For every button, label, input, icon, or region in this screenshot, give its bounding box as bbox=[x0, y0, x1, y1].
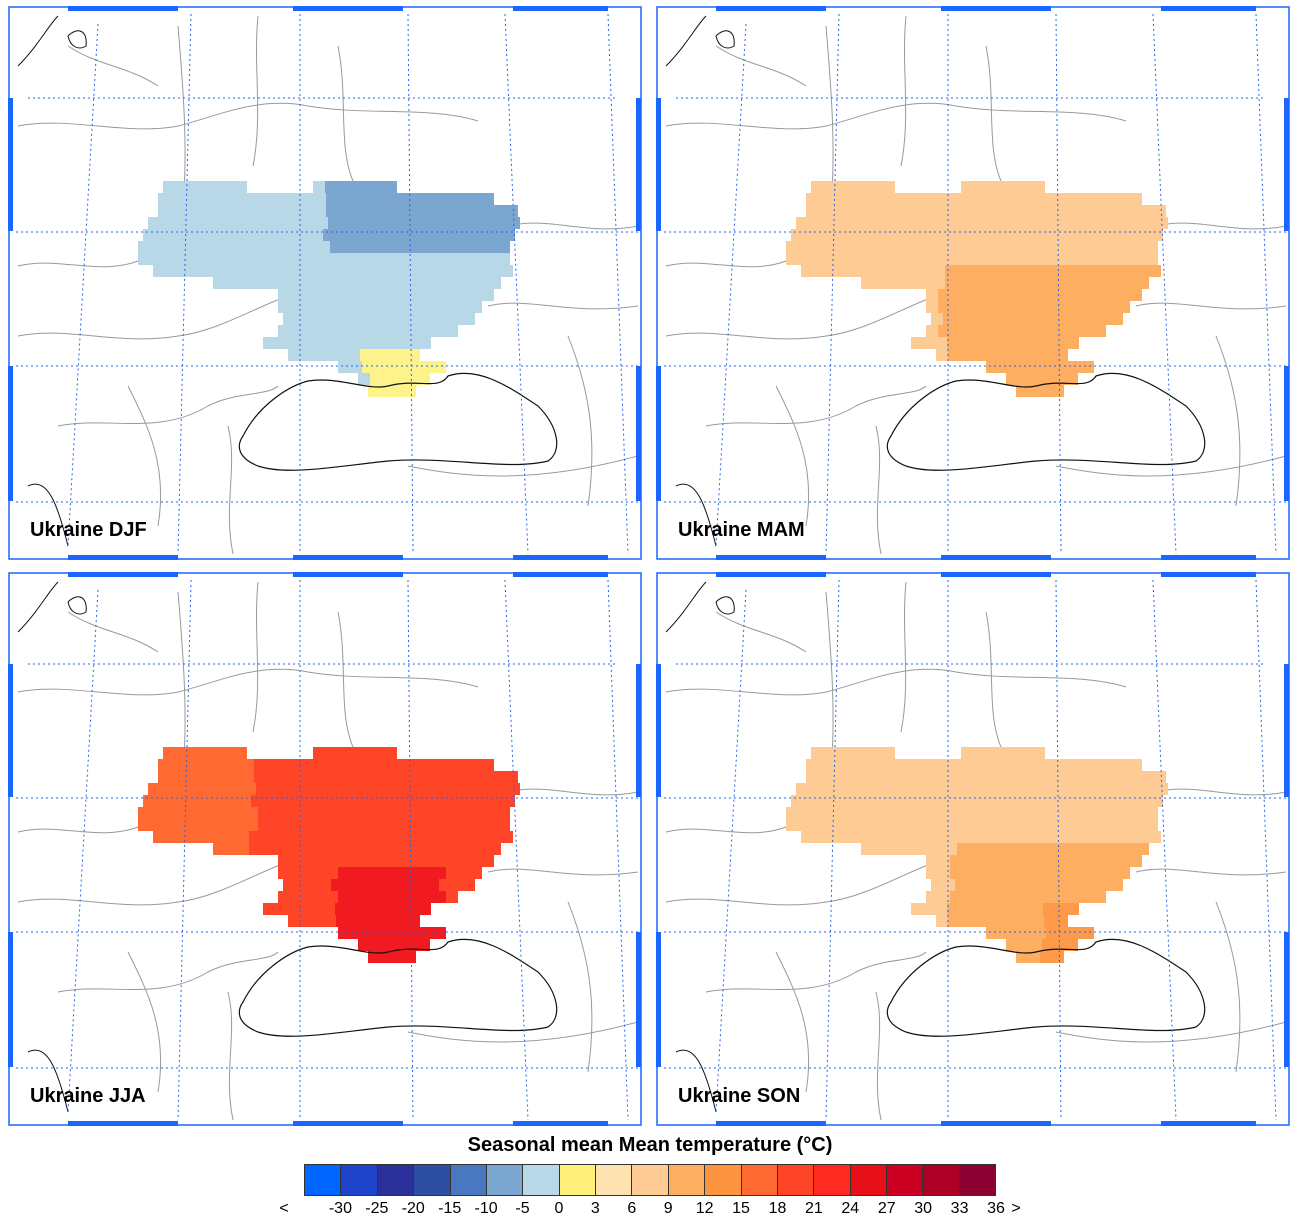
colorbar-tick-label: -10 bbox=[474, 1200, 498, 1217]
colorbar-swatch bbox=[705, 1165, 742, 1195]
colorbar-tick-label: 27 bbox=[877, 1200, 896, 1217]
colorbar-tick-label: -15 bbox=[438, 1200, 462, 1217]
map-panel-1: Ukraine DJF bbox=[8, 6, 648, 562]
colorbar-tick-label: -20 bbox=[401, 1200, 425, 1217]
colorbar-swatch bbox=[486, 1165, 524, 1195]
colorbar-swatch bbox=[923, 1165, 960, 1195]
colorbar-swatch bbox=[414, 1165, 451, 1195]
colorbar-tick-label: < bbox=[279, 1200, 289, 1217]
map-canvas bbox=[8, 572, 642, 1126]
colorbar-swatch bbox=[777, 1165, 815, 1195]
map-panel-4: Ukraine SON bbox=[656, 572, 1296, 1128]
colorbar-tick-label: -30 bbox=[328, 1200, 352, 1217]
colorbar-tick-label: 21 bbox=[804, 1200, 823, 1217]
map-canvas bbox=[656, 572, 1290, 1126]
colorbar-swatch bbox=[959, 1165, 996, 1195]
colorbar-swatch bbox=[377, 1165, 415, 1195]
colorbar-tick-label: 24 bbox=[841, 1200, 860, 1217]
colorbar-tick-label: > bbox=[1011, 1200, 1021, 1217]
ukraine-field bbox=[138, 747, 520, 963]
ukraine-field bbox=[786, 747, 1168, 963]
colorbar-tick-label: 9 bbox=[663, 1200, 673, 1217]
colorbar-swatch bbox=[341, 1165, 378, 1195]
colorbar-swatch bbox=[887, 1165, 924, 1195]
panel-label: Ukraine DJF bbox=[30, 519, 147, 541]
colorbar bbox=[304, 1164, 996, 1196]
map-panel-3: Ukraine JJA bbox=[8, 572, 648, 1128]
colorbar-tick-label: -25 bbox=[365, 1200, 389, 1217]
map-canvas bbox=[656, 6, 1290, 560]
colorbar-swatch bbox=[523, 1165, 560, 1195]
colorbar-tick-label: 6 bbox=[627, 1200, 637, 1217]
colorbar-tick-label: 12 bbox=[695, 1200, 714, 1217]
panel-label: Ukraine JJA bbox=[30, 1085, 146, 1107]
colorbar-tick-label: 36 bbox=[987, 1200, 1005, 1217]
map-panel-2: Ukraine MAM bbox=[656, 6, 1296, 562]
colorbar-title: Seasonal mean Mean temperature (°C) bbox=[467, 1134, 833, 1156]
ukraine-field bbox=[138, 181, 520, 397]
colorbar-swatch bbox=[450, 1165, 487, 1195]
colorbar-tick-label: 15 bbox=[732, 1200, 750, 1217]
colorbar-swatch bbox=[741, 1165, 778, 1195]
colorbar-tick-label: -5 bbox=[515, 1200, 530, 1217]
colorbar-swatch bbox=[596, 1165, 633, 1195]
colorbar-tick-label: 33 bbox=[950, 1200, 969, 1217]
colorbar-swatch bbox=[814, 1165, 851, 1195]
map-canvas bbox=[8, 6, 642, 560]
panel-label: Ukraine SON bbox=[678, 1085, 801, 1107]
colorbar-swatch bbox=[668, 1165, 706, 1195]
colorbar-tick-label: 3 bbox=[590, 1200, 600, 1217]
colorbar-tick-label: 0 bbox=[554, 1200, 564, 1217]
colorbar-tick-label: 30 bbox=[914, 1200, 933, 1217]
colorbar-swatch bbox=[305, 1165, 342, 1195]
colorbar-swatch bbox=[850, 1165, 887, 1195]
colorbar-ticks: < -30 -25 -20 -15 -10 -5 0 3 6 9 12 15 18 21 24 27 30 33 36… bbox=[270, 1200, 1030, 1224]
ukraine-field bbox=[786, 181, 1168, 397]
colorbar-tick-label: 18 bbox=[768, 1200, 787, 1217]
colorbar-swatch bbox=[559, 1165, 596, 1195]
colorbar-swatch bbox=[632, 1165, 669, 1195]
panel-label: Ukraine MAM bbox=[678, 519, 805, 541]
